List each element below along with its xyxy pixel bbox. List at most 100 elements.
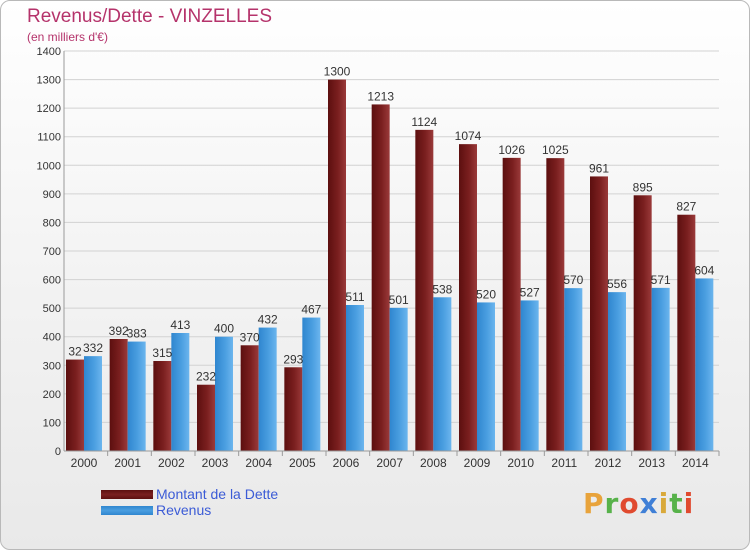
x-tick-label-2008: 2008: [420, 456, 447, 470]
legend-label-revenus: Revenus: [156, 502, 212, 518]
bar-revenus-2003: [215, 336, 233, 451]
data-label-dette-2008: 1124: [411, 115, 437, 129]
bar-dette-2004: [240, 345, 259, 451]
data-label-revenus-2010: 527: [520, 285, 540, 299]
data-label-dette-2000: 32: [68, 345, 82, 359]
y-tick-label-700: 700: [43, 246, 61, 258]
x-tick-label-2005: 2005: [289, 456, 316, 470]
bar-revenus-2004: [258, 327, 277, 451]
chart-title: Revenus/Dette - VINZELLES: [27, 6, 272, 27]
bar-dette-2000: [66, 359, 84, 451]
data-label-revenus-2008: 538: [432, 282, 452, 296]
y-tick-label-200: 200: [43, 389, 61, 401]
x-tick-label-2003: 2003: [202, 456, 229, 470]
data-label-revenus-2009: 520: [476, 287, 496, 301]
data-label-dette-2013: 895: [633, 180, 653, 194]
data-label-revenus-2014: 604: [694, 263, 714, 277]
bar-revenus-2001: [127, 341, 146, 451]
y-tick-label-1300: 1300: [37, 75, 61, 87]
x-tick-label-2014: 2014: [682, 456, 709, 470]
bar-dette-2011: [546, 158, 565, 451]
x-tick-label-2009: 2009: [464, 456, 491, 470]
logo-letter: x: [639, 487, 659, 520]
data-label-revenus-2001: 383: [127, 327, 147, 341]
x-tick-label-2012: 2012: [595, 456, 622, 470]
data-label-dette-2012: 961: [589, 161, 609, 175]
data-label-dette-2006: 1300: [324, 65, 351, 79]
data-label-revenus-2000: 332: [83, 341, 103, 355]
bar-dette-2009: [459, 144, 477, 451]
bar-dette-2002: [153, 361, 172, 451]
bar-dette-2006: [328, 79, 346, 452]
bar-dette-2005: [284, 367, 303, 451]
bar-revenus-2009: [477, 302, 495, 451]
logo-letter: P: [583, 487, 605, 520]
bar-revenus-2014: [695, 278, 714, 451]
bar-revenus-2002: [171, 333, 190, 451]
logo-letter: i: [658, 487, 670, 520]
y-tick-label-800: 800: [43, 217, 61, 229]
data-label-revenus-2013: 571: [651, 273, 671, 287]
x-tick-label-2010: 2010: [507, 456, 534, 470]
data-label-dette-2005: 293: [283, 352, 303, 366]
bar-dette-2013: [633, 195, 652, 451]
x-tick-label-2001: 2001: [114, 456, 141, 470]
y-tick-label-1400: 1400: [37, 46, 61, 58]
bar-revenus-2010: [520, 300, 539, 451]
data-label-revenus-2007: 501: [389, 293, 409, 307]
data-label-revenus-2011: 570: [563, 273, 583, 287]
y-tick-label-500: 500: [43, 303, 61, 315]
x-tick-label-2000: 2000: [71, 456, 98, 470]
bar-revenus-2007: [389, 307, 408, 451]
x-tick-label-2013: 2013: [638, 456, 665, 470]
x-tick-label-2002: 2002: [158, 456, 185, 470]
legend-swatch-revenus: [101, 506, 153, 515]
bar-dette-2012: [590, 176, 608, 451]
data-label-revenus-2002: 413: [170, 318, 190, 332]
data-label-dette-2009: 1074: [455, 129, 482, 143]
data-label-revenus-2004: 432: [258, 313, 278, 327]
data-label-dette-2014: 827: [676, 200, 696, 214]
chart-subtitle: (en milliers d'€): [27, 30, 108, 44]
bar-dette-2003: [197, 384, 215, 451]
data-label-dette-2001: 392: [109, 324, 129, 338]
y-tick-label-0: 0: [55, 446, 61, 458]
data-label-revenus-2006: 511: [345, 290, 364, 304]
bar-dette-2010: [502, 157, 521, 451]
y-tick-label-1100: 1100: [37, 132, 61, 144]
data-label-revenus-2005: 467: [301, 303, 321, 317]
bar-revenus-2006: [346, 305, 364, 451]
legend-label-dette: Montant de la Dette: [156, 486, 279, 502]
bar-dette-2007: [371, 104, 390, 451]
bar-revenus-2005: [302, 317, 321, 451]
bar-dette-2001: [109, 339, 128, 451]
y-tick-label-900: 900: [43, 189, 61, 201]
legend-swatch-dette: [101, 490, 153, 499]
logo-letter: t: [669, 487, 684, 520]
data-label-revenus-2012: 556: [607, 277, 627, 291]
x-tick-label-2006: 2006: [333, 456, 360, 470]
bar-dette-2008: [415, 129, 434, 451]
y-tick-label-600: 600: [43, 275, 61, 287]
data-label-dette-2007: 1213: [367, 89, 394, 103]
logo-letter: o: [619, 487, 640, 520]
y-tick-label-1200: 1200: [37, 103, 61, 115]
x-tick-label-2007: 2007: [376, 456, 403, 470]
data-label-dette-2002: 315: [152, 346, 172, 360]
bar-revenus-2013: [651, 287, 670, 451]
data-label-dette-2010: 1026: [498, 143, 525, 157]
bar-revenus-2012: [608, 292, 626, 451]
y-tick-label-1000: 1000: [37, 160, 61, 172]
bar-revenus-2011: [564, 288, 583, 451]
data-label-revenus-2003: 400: [214, 322, 234, 336]
proxiti-logo: Proxiti: [583, 487, 694, 520]
y-tick-label-100: 100: [43, 417, 61, 429]
data-label-dette-2004: 370: [240, 330, 260, 344]
bar-revenus-2008: [433, 297, 452, 451]
data-label-dette-2011: 1025: [542, 143, 569, 157]
logo-letter: i: [683, 487, 695, 520]
bar-revenus-2000: [84, 356, 102, 451]
y-tick-label-300: 300: [43, 360, 61, 372]
